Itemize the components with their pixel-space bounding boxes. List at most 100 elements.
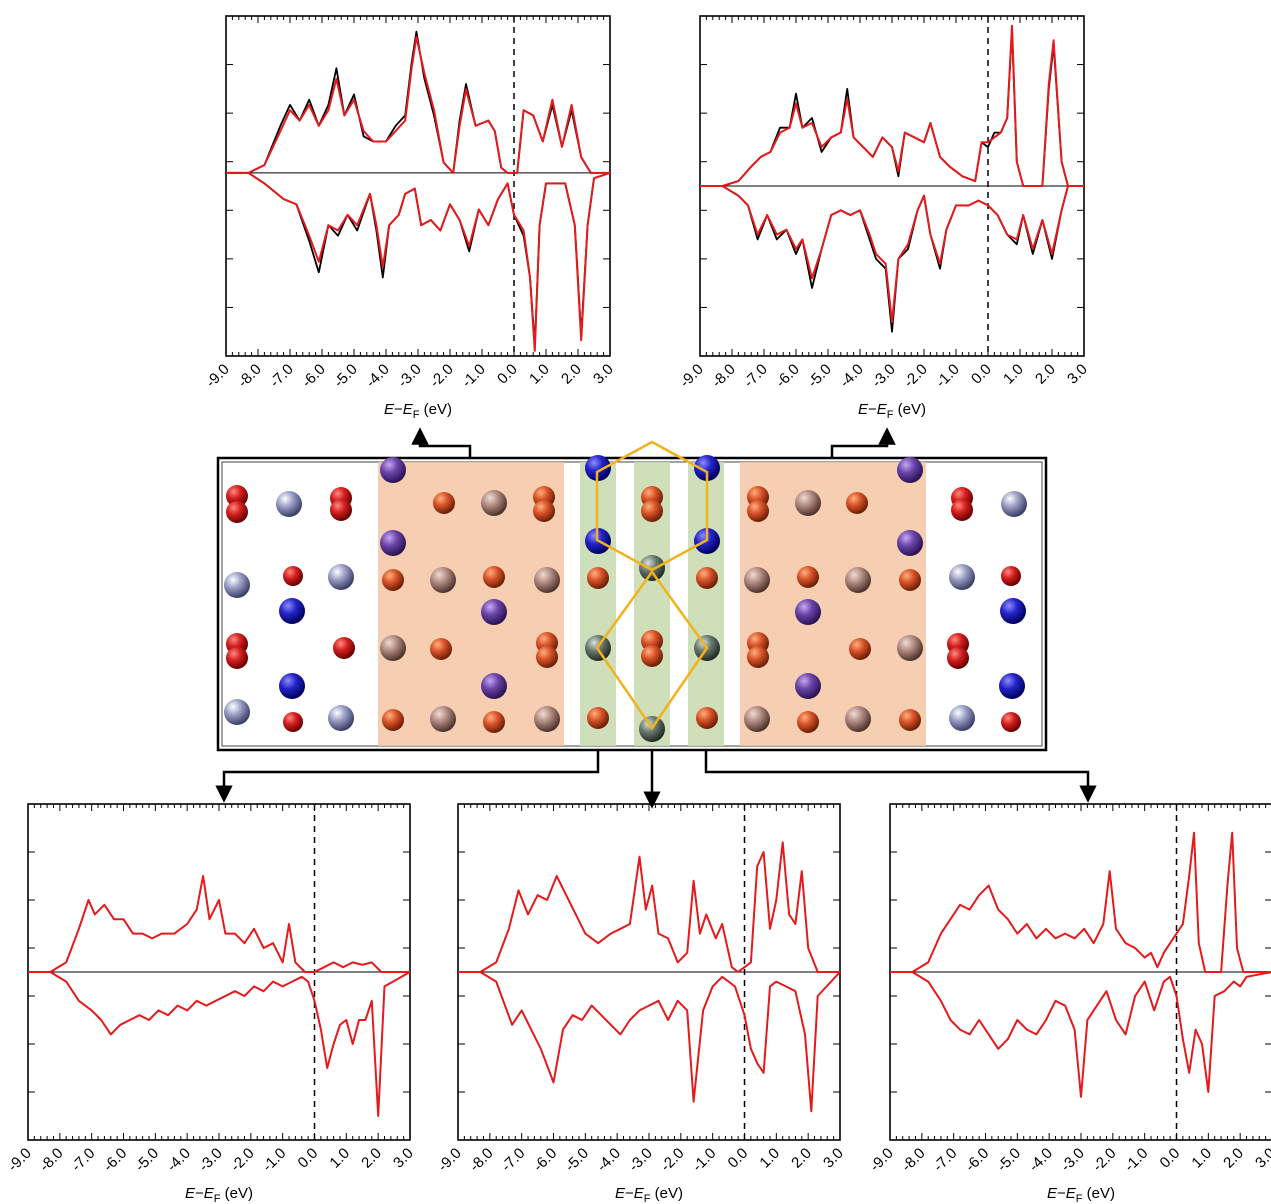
dos-panel-top-left: -9.0 -8.0 -7.0 -6.0 -5.0 -4.0 -3.0 -2.0 -1.0 0.0 1…	[203, 15, 617, 421]
x-tick-label: -4.0	[164, 1145, 194, 1175]
x-tick-label: -5.0	[994, 1145, 1024, 1175]
x-tick-label: -4.0	[1026, 1145, 1056, 1175]
atom-orange	[747, 500, 769, 522]
atom-orange	[797, 566, 819, 588]
atom-orange	[483, 566, 505, 588]
atom-orange	[641, 645, 663, 667]
atom-tan	[534, 706, 560, 732]
x-tick-label: -8.0	[898, 1145, 928, 1175]
atom-orange	[483, 711, 505, 733]
x-tick-label: -3.0	[395, 361, 425, 391]
x-tick-label: 3.0	[820, 1145, 847, 1172]
atom-orange	[382, 709, 404, 731]
dos-curve-red-spin-up	[458, 841, 840, 973]
x-tick-label: 3.0	[590, 361, 617, 388]
x-tick-label: -3.0	[196, 1145, 226, 1175]
atom-blue	[585, 455, 611, 481]
atom-blue	[279, 598, 305, 624]
x-tick-label: 3.0	[390, 1145, 417, 1172]
atom-purple	[795, 599, 821, 625]
atom-red	[947, 647, 969, 669]
atom-purple	[380, 530, 406, 556]
crystal-structure-schematic	[215, 427, 1097, 809]
x-tick-label: 0.0	[1157, 1145, 1184, 1172]
x-tick-label: 1.0	[1188, 1145, 1215, 1172]
atom-red	[330, 499, 352, 521]
atom-orange	[849, 638, 871, 660]
dos-panel-bottom-right: -9.0 -8.0 -7.0 -6.0 -5.0 -4.0 -3.0 -2.0 -1.0 0.0 1…	[867, 803, 1271, 1204]
atom-lav	[276, 491, 302, 517]
atom-blue	[999, 673, 1025, 699]
x-tick-label: -3.0	[869, 361, 899, 391]
x-tick-label: -8.0	[466, 1145, 496, 1175]
atom-red	[951, 499, 973, 521]
atom-tan	[534, 567, 560, 593]
x-tick-label: -4.0	[837, 361, 867, 391]
x-tick-label: 3.0	[1252, 1145, 1271, 1172]
x-tick-label: -8.0	[36, 1145, 66, 1175]
x-tick-label: 0.0	[725, 1145, 752, 1172]
atom-orange	[696, 707, 718, 729]
x-tick-label: 1.0	[756, 1145, 783, 1172]
atom-orange	[846, 492, 868, 514]
rhombus-outline	[595, 569, 709, 731]
atom-grey	[639, 555, 665, 581]
atom-tan	[744, 567, 770, 593]
x-tick-label: -6.0	[100, 1145, 130, 1175]
atom-tan	[845, 706, 871, 732]
atom-purple	[481, 673, 507, 699]
atom-purple	[795, 673, 821, 699]
atom-tan	[897, 635, 923, 661]
x-tick-label: 2.0	[1032, 361, 1059, 388]
x-tick-label: -7.0	[68, 1145, 98, 1175]
x-tick-label: -7.0	[498, 1145, 528, 1175]
x-tick-label: -9.0	[867, 1145, 897, 1175]
x-tick-label: -1.0	[689, 1145, 719, 1175]
x-tick-label: -3.0	[626, 1145, 656, 1175]
dos-panel-bottom-middle: -9.0 -8.0 -7.0 -6.0 -5.0 -4.0 -3.0 -2.0 -1.0 0.0 1…	[435, 803, 847, 1204]
x-tick-label: -7.0	[741, 361, 771, 391]
atom-red	[283, 566, 303, 586]
x-tick-label: -4.0	[363, 361, 393, 391]
x-tick-label: 2.0	[1220, 1145, 1247, 1172]
x-tick-label: -5.0	[805, 361, 835, 391]
atom-orange	[641, 500, 663, 522]
dos-curve-red-spin-down	[458, 971, 841, 1113]
x-tick-label: 2.0	[358, 1145, 385, 1172]
x-tick-label: -9.0	[203, 361, 233, 391]
dos-curve-red-spin-up	[700, 24, 1084, 187]
atom-orange	[747, 646, 769, 668]
x-tick-label: -9.0	[435, 1145, 465, 1175]
atom-blue	[694, 455, 720, 481]
x-axis-label: E−EF (eV)	[615, 1185, 683, 1204]
x-tick-label: -3.0	[1058, 1145, 1088, 1175]
interface-region-right-shade	[740, 462, 926, 746]
atom-orange	[797, 711, 819, 733]
x-tick-label: 0.0	[494, 361, 521, 388]
x-tick-label: 2.0	[558, 361, 585, 388]
atom-tan	[795, 490, 821, 516]
dos-curve-red-spin-down	[226, 171, 611, 352]
atom-lav	[949, 705, 975, 731]
x-tick-label: 1.0	[326, 1145, 353, 1172]
dos-panel-top-right: -9.0 -8.0 -7.0 -6.0 -5.0 -4.0 -3.0 -2.0 -1.0 0.0 1…	[677, 15, 1091, 421]
x-tick-label: -2.0	[1089, 1145, 1119, 1175]
x-tick-label: -2.0	[227, 1145, 257, 1175]
dos-curve-red-spin-down	[700, 185, 1084, 323]
atom-lav	[224, 699, 250, 725]
x-tick-label: -8.0	[709, 361, 739, 391]
atom-red	[226, 501, 248, 523]
atom-orange	[382, 569, 404, 591]
dos-curve-red-spin-up	[226, 35, 610, 174]
atom-layer	[224, 455, 1027, 742]
x-tick-label: -5.0	[562, 1145, 592, 1175]
x-tick-label: -1.0	[459, 361, 489, 391]
atom-purple	[481, 599, 507, 625]
x-tick-label: -5.0	[132, 1145, 162, 1175]
atom-red	[283, 712, 303, 732]
atom-lav	[224, 572, 250, 598]
x-tick-label: 0.0	[968, 361, 995, 388]
atom-red	[1001, 566, 1021, 586]
atom-red	[1001, 712, 1021, 732]
